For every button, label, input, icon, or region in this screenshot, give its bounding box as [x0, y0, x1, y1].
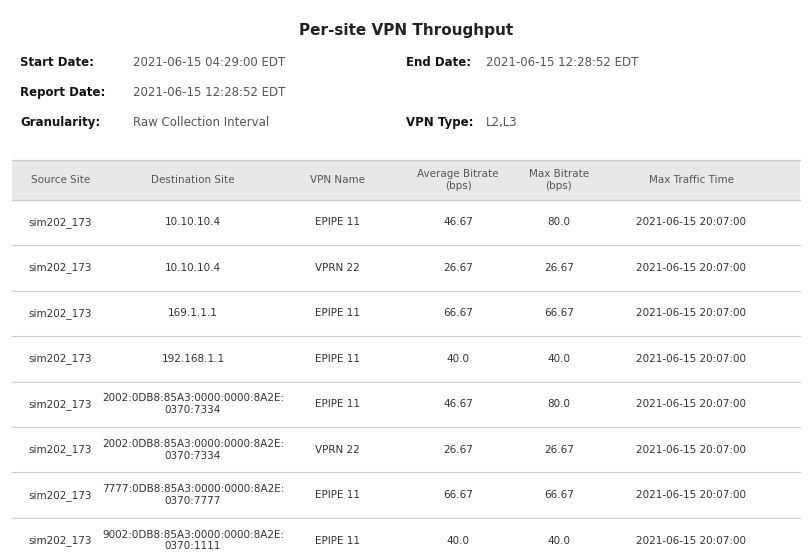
Text: 40.0: 40.0: [547, 354, 569, 364]
FancyBboxPatch shape: [12, 160, 799, 200]
Text: Max Bitrate
(bps): Max Bitrate (bps): [528, 169, 588, 191]
Text: Source Site: Source Site: [31, 175, 90, 185]
FancyBboxPatch shape: [12, 200, 799, 245]
Text: EPIPE 11: EPIPE 11: [315, 309, 360, 318]
Text: VPN Name: VPN Name: [310, 175, 365, 185]
Text: sim202_173: sim202_173: [28, 308, 92, 319]
Text: 2021-06-15 20:07:00: 2021-06-15 20:07:00: [636, 218, 745, 228]
Text: 2002:0DB8:85A3:0000:0000:8A2E:
0370:7334: 2002:0DB8:85A3:0000:0000:8A2E: 0370:7334: [102, 393, 284, 415]
Text: 26.67: 26.67: [543, 263, 573, 273]
Text: 40.0: 40.0: [446, 536, 469, 546]
Text: EPIPE 11: EPIPE 11: [315, 399, 360, 409]
FancyBboxPatch shape: [12, 336, 799, 382]
Text: Per-site VPN Throughput: Per-site VPN Throughput: [298, 23, 513, 39]
Text: EPIPE 11: EPIPE 11: [315, 490, 360, 500]
Text: Start Date:: Start Date:: [20, 56, 94, 69]
Text: Granularity:: Granularity:: [20, 117, 101, 129]
Text: 10.10.10.4: 10.10.10.4: [165, 218, 221, 228]
Text: EPIPE 11: EPIPE 11: [315, 536, 360, 546]
FancyBboxPatch shape: [12, 427, 799, 473]
Text: Average Bitrate
(bps): Average Bitrate (bps): [417, 169, 499, 191]
Text: Report Date:: Report Date:: [20, 86, 105, 99]
Text: sim202_173: sim202_173: [28, 217, 92, 228]
Text: 2021-06-15 20:07:00: 2021-06-15 20:07:00: [636, 263, 745, 273]
Text: sim202_173: sim202_173: [28, 353, 92, 364]
Text: 26.67: 26.67: [443, 445, 473, 455]
Text: 192.168.1.1: 192.168.1.1: [161, 354, 225, 364]
FancyBboxPatch shape: [12, 518, 799, 558]
Text: VPRN 22: VPRN 22: [315, 263, 359, 273]
Text: 2021-06-15 12:28:52 EDT: 2021-06-15 12:28:52 EDT: [132, 86, 285, 99]
Text: sim202_173: sim202_173: [28, 262, 92, 273]
Text: sim202_173: sim202_173: [28, 444, 92, 455]
Text: 2021-06-15 20:07:00: 2021-06-15 20:07:00: [636, 354, 745, 364]
Text: 2021-06-15 12:28:52 EDT: 2021-06-15 12:28:52 EDT: [486, 56, 638, 69]
Text: 40.0: 40.0: [547, 536, 569, 546]
Text: 80.0: 80.0: [547, 399, 569, 409]
Text: sim202_173: sim202_173: [28, 535, 92, 546]
Text: 66.67: 66.67: [443, 309, 473, 318]
Text: 2021-06-15 04:29:00 EDT: 2021-06-15 04:29:00 EDT: [132, 56, 285, 69]
Text: 2021-06-15 20:07:00: 2021-06-15 20:07:00: [636, 536, 745, 546]
Text: 66.67: 66.67: [443, 490, 473, 500]
Text: VPRN 22: VPRN 22: [315, 445, 359, 455]
Text: 46.67: 46.67: [443, 218, 473, 228]
Text: Max Traffic Time: Max Traffic Time: [648, 175, 733, 185]
Text: L2,L3: L2,L3: [486, 117, 517, 129]
Text: 9002:0DB8:85A3:0000:0000:8A2E:
0370:1111: 9002:0DB8:85A3:0000:0000:8A2E: 0370:1111: [102, 530, 284, 551]
Text: 2002:0DB8:85A3:0000:0000:8A2E:
0370:7334: 2002:0DB8:85A3:0000:0000:8A2E: 0370:7334: [102, 439, 284, 460]
Text: End Date:: End Date:: [406, 56, 470, 69]
Text: 169.1.1.1: 169.1.1.1: [168, 309, 217, 318]
Text: 2021-06-15 20:07:00: 2021-06-15 20:07:00: [636, 445, 745, 455]
Text: 7777:0DB8:85A3:0000:0000:8A2E:
0370:7777: 7777:0DB8:85A3:0000:0000:8A2E: 0370:7777: [101, 484, 284, 506]
Text: 80.0: 80.0: [547, 218, 569, 228]
Text: sim202_173: sim202_173: [28, 399, 92, 410]
Text: 2021-06-15 20:07:00: 2021-06-15 20:07:00: [636, 490, 745, 500]
Text: 2021-06-15 20:07:00: 2021-06-15 20:07:00: [636, 399, 745, 409]
Text: 46.67: 46.67: [443, 399, 473, 409]
Text: 40.0: 40.0: [446, 354, 469, 364]
FancyBboxPatch shape: [12, 473, 799, 518]
FancyBboxPatch shape: [12, 291, 799, 336]
Text: Raw Collection Interval: Raw Collection Interval: [132, 117, 268, 129]
Text: 10.10.10.4: 10.10.10.4: [165, 263, 221, 273]
Text: VPN Type:: VPN Type:: [406, 117, 473, 129]
Text: 26.67: 26.67: [443, 263, 473, 273]
Text: EPIPE 11: EPIPE 11: [315, 354, 360, 364]
Text: 2021-06-15 20:07:00: 2021-06-15 20:07:00: [636, 309, 745, 318]
FancyBboxPatch shape: [12, 245, 799, 291]
Text: 66.67: 66.67: [543, 309, 573, 318]
Text: 66.67: 66.67: [543, 490, 573, 500]
Text: 26.67: 26.67: [543, 445, 573, 455]
Text: Destination Site: Destination Site: [151, 175, 234, 185]
FancyBboxPatch shape: [12, 382, 799, 427]
Text: sim202_173: sim202_173: [28, 490, 92, 501]
Text: EPIPE 11: EPIPE 11: [315, 218, 360, 228]
